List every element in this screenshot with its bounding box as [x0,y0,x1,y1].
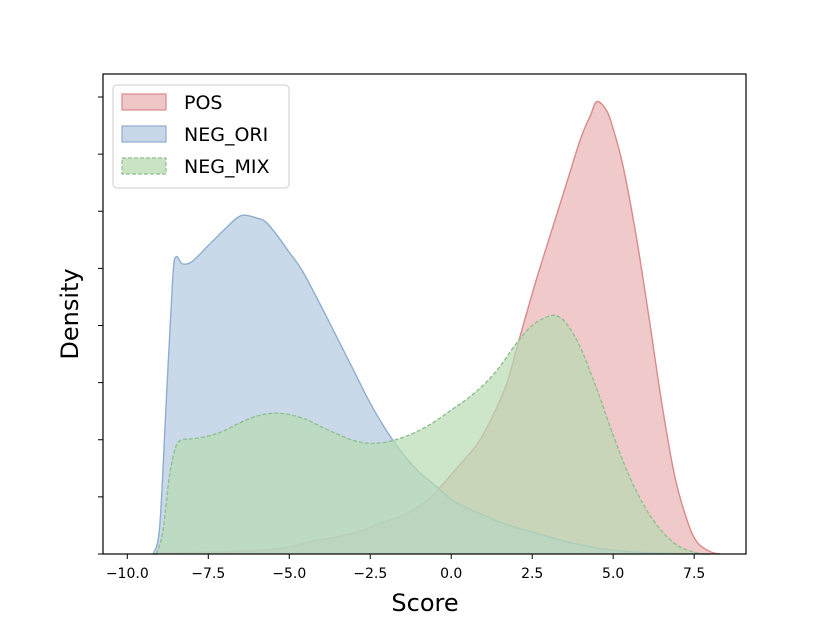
x-tick-label: −10.0 [106,566,149,582]
y-axis-label: Density [56,268,84,359]
legend: POS NEG_ORI NEG_MIX [112,84,290,189]
x-tick-label: 7.5 [683,566,705,582]
x-tick-label: 2.5 [521,566,543,582]
legend-swatch-pos [121,93,167,111]
x-axis: −10.0 −7.5 −5.0 −2.5 0.0 2.5 5.0 7.5 [106,554,705,582]
legend-swatch-neg-mix [121,157,167,175]
legend-label-neg-ori: NEG_ORI [184,124,268,146]
series-area-neg-mix [156,315,704,554]
legend-label-neg-mix: NEG_MIX [184,156,269,178]
series-line-neg-mix [155,314,705,555]
x-axis-label: Score [391,589,458,617]
plot-frame [102,73,747,555]
y-axis [98,96,103,555]
x-tick-label: −7.5 [191,566,225,582]
x-tick-label: 5.0 [602,566,624,582]
series-layer [152,100,721,555]
x-tick-label: 0.0 [440,566,462,582]
legend-swatch-neg-ori [121,125,167,143]
legend-label-pos: POS [184,92,222,114]
x-tick-label: −5.0 [272,566,306,582]
x-tick-label: −2.5 [353,566,387,582]
